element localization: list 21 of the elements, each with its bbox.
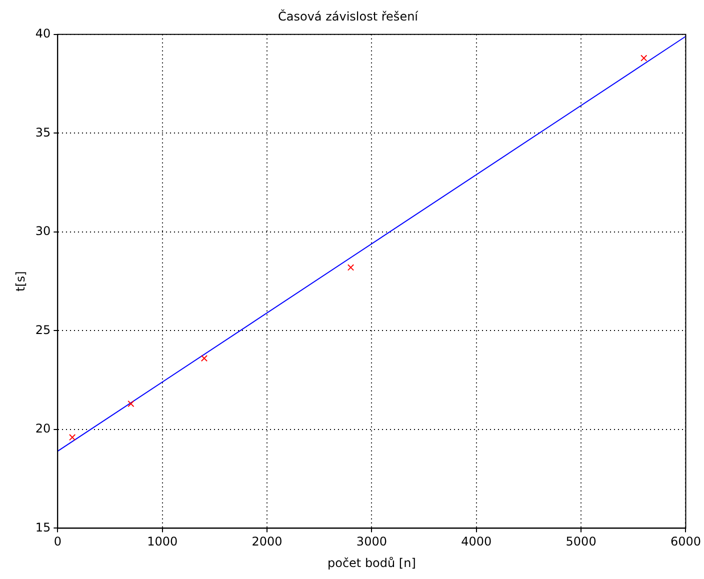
y-tick-label: 25 bbox=[35, 322, 51, 337]
y-axis-title: t[s] bbox=[13, 271, 28, 292]
y-tick-label: 35 bbox=[35, 125, 51, 140]
y-tick-label: 15 bbox=[35, 520, 51, 534]
x-axis-title: počet bodů [n] bbox=[327, 556, 416, 570]
y-tick-label: 40 bbox=[35, 26, 51, 41]
point bbox=[200, 355, 208, 362]
point bbox=[128, 400, 134, 408]
x-tick-label: 4000 bbox=[461, 534, 492, 549]
x-tick-label: 5000 bbox=[566, 534, 596, 549]
x-tick-label: 2000 bbox=[252, 534, 282, 549]
x-tick-label: 6000 bbox=[670, 534, 702, 549]
y-tick-label: 30 bbox=[35, 224, 51, 238]
x-tick-label: 3000 bbox=[356, 534, 387, 549]
point bbox=[640, 54, 648, 62]
y-tick-label: 20 bbox=[35, 422, 51, 436]
x-tick-label: 0 bbox=[54, 534, 62, 549]
x-tick-label: 1000 bbox=[147, 534, 178, 549]
point bbox=[347, 264, 354, 271]
chart-title: Časová závislost řešení bbox=[278, 8, 419, 24]
point bbox=[68, 434, 76, 441]
